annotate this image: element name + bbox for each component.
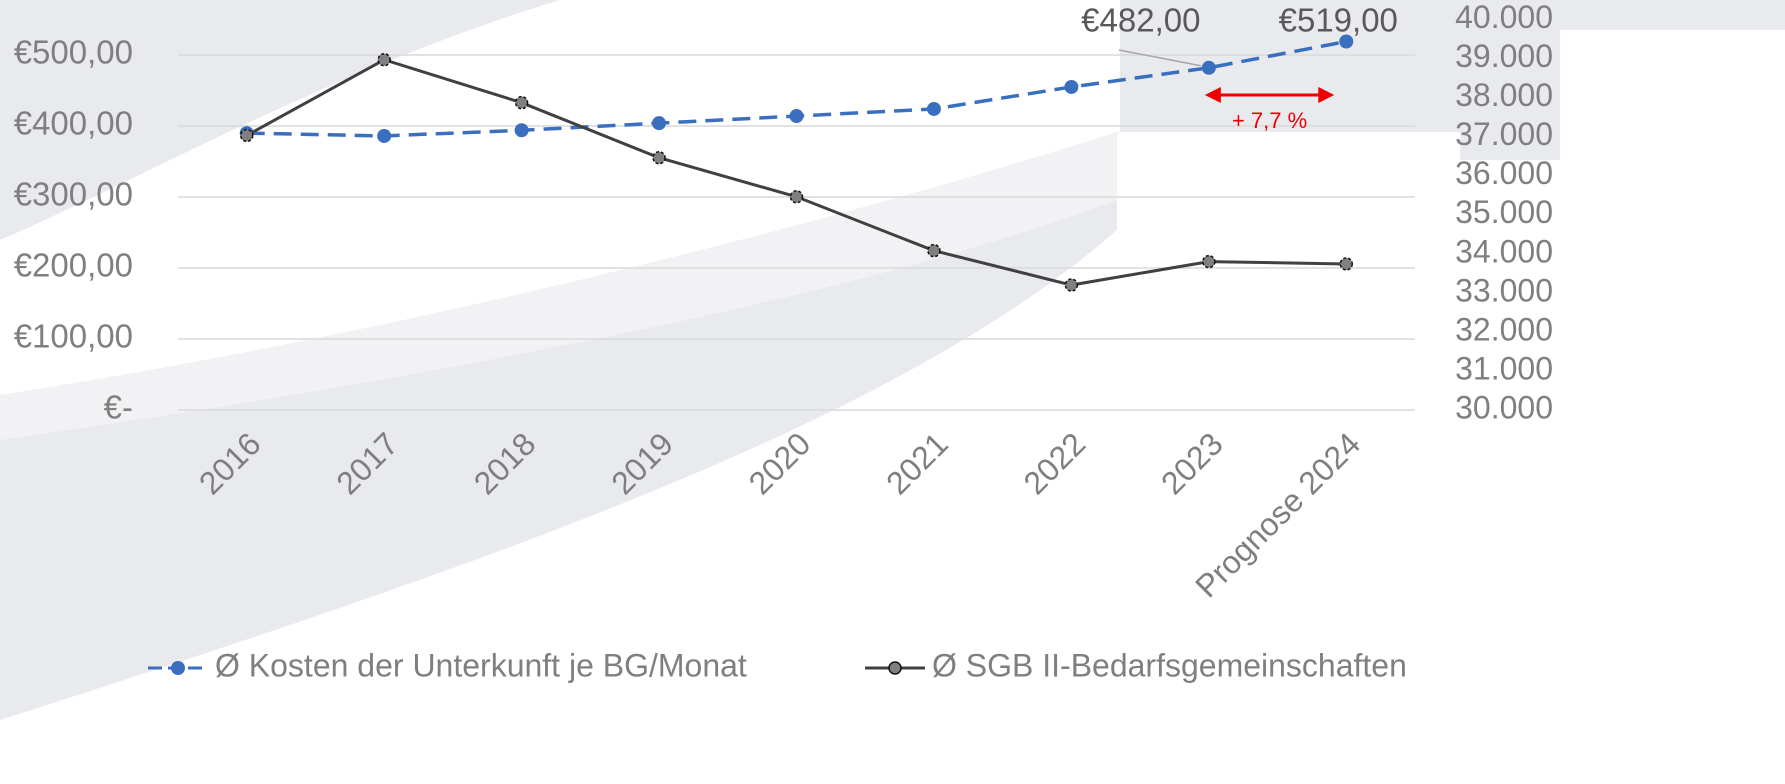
y2-tick-label: 32.000 (1455, 311, 1553, 347)
leader-line (1118, 49, 1201, 67)
y2-tick-label: 40.000 (1455, 0, 1553, 35)
y2-tick-label: 30.000 (1455, 389, 1553, 425)
y-tick-label: €500,00 (14, 34, 133, 71)
marker (1202, 254, 1216, 269)
marker (926, 101, 941, 116)
legend-marker (888, 661, 902, 675)
y-tick-label: €300,00 (14, 176, 133, 213)
y2-tick-label: 36.000 (1455, 155, 1553, 191)
annotation: + 7,7 % (1232, 108, 1307, 133)
data-label: €519,00 (1279, 2, 1398, 39)
y-tick-label: €- (104, 389, 133, 426)
marker (377, 52, 391, 67)
swoosh (0, 132, 1117, 440)
legend-label: Ø Kosten der Unterkunft je BG/Monat (215, 647, 747, 683)
marker (927, 243, 941, 258)
plot: €- €100,00 €200,00 €300,00 €400,00 €500,00 30.… (14, 0, 1553, 683)
legend-label: Ø SGB II-Bedarfsgemeinschaften (932, 647, 1407, 683)
y-tick-label: €200,00 (14, 247, 133, 284)
marker (514, 95, 529, 110)
legend-marker (171, 661, 185, 675)
arrow-head (1318, 87, 1335, 103)
marker (1339, 257, 1354, 271)
marker (652, 116, 667, 131)
x-tick-label: 2023 (1154, 425, 1230, 501)
marker (377, 128, 392, 143)
marker (1201, 60, 1216, 75)
marker (789, 109, 804, 124)
background (0, 0, 1785, 720)
marker (1339, 34, 1354, 49)
y2-tick-label: 31.000 (1455, 350, 1553, 386)
x-tick-label: 2022 (1017, 425, 1093, 501)
marker (652, 150, 666, 165)
marker (1064, 278, 1079, 292)
x-tick-label: 2021 (879, 425, 955, 501)
arrow-head (1204, 87, 1221, 103)
swoosh (0, 0, 560, 240)
data-label: €482,00 (1081, 2, 1200, 39)
marker (514, 123, 529, 138)
y2-tick-label: 35.000 (1455, 194, 1553, 230)
y2-tick-label: 38.000 (1455, 77, 1553, 113)
marker (789, 190, 804, 204)
y-tick-label: €100,00 (14, 318, 133, 355)
y2-tick-label: 39.000 (1455, 38, 1553, 74)
marker (239, 128, 254, 143)
y-tick-label: €400,00 (14, 105, 133, 142)
swoosh (0, 0, 1785, 720)
marker (1064, 79, 1079, 94)
y2-tick-label: 34.000 (1455, 233, 1553, 269)
y2-tick-label: 37.000 (1455, 116, 1553, 152)
y2-tick-label: 33.000 (1455, 272, 1553, 308)
